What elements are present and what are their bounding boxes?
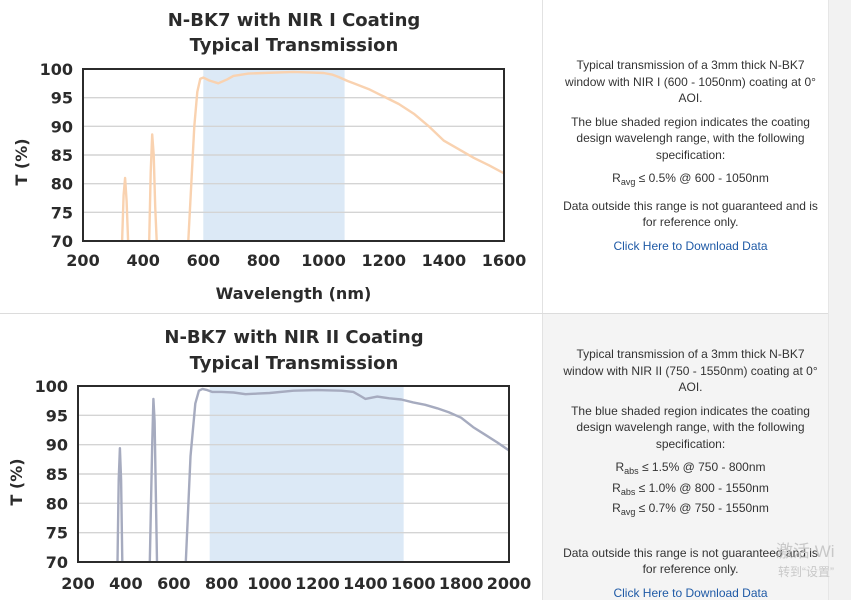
y-tick-label: 70 <box>46 553 68 572</box>
chart-row-2: N-BK7 with NIR II Coating Typical Transmi… <box>0 314 851 600</box>
y-tick-label: 95 <box>46 406 68 425</box>
download-data-link[interactable]: Click Here to Download Data <box>557 238 824 255</box>
x-tick-label: 400 <box>126 251 159 270</box>
spec-line: Ravg ≤ 0.7% @ 750 - 1550nm <box>557 500 824 521</box>
disclaimer: Data outside this range is not guarantee… <box>557 545 824 578</box>
y-tick-label: 85 <box>46 465 68 484</box>
y-tick-label: 100 <box>35 377 68 396</box>
chart-description: Typical transmission of a 3mm thick N-BK… <box>557 346 824 396</box>
y-tick-label: 90 <box>51 117 73 136</box>
x-tick-label: 800 <box>205 574 238 593</box>
y-tick-label: 90 <box>46 436 68 455</box>
spec-line: Ravg ≤ 0.5% @ 600 - 1050nm <box>557 170 824 191</box>
x-tick-label: 600 <box>157 574 190 593</box>
y-axis-label: T (%) <box>7 458 26 505</box>
shade-note: The blue shaded region indicates the coa… <box>557 114 824 164</box>
shade-note: The blue shaded region indicates the coa… <box>557 403 824 453</box>
chart-title-line-2: Typical Transmission <box>190 353 399 374</box>
x-tick-label: 1000 <box>301 251 346 270</box>
download-data-link[interactable]: Click Here to Download Data <box>557 585 824 601</box>
chart-title-line-1: N-BK7 with NIR I Coating <box>168 10 421 31</box>
x-tick-label: 200 <box>61 574 94 593</box>
transmission-series-line <box>118 448 123 562</box>
y-tick-label: 75 <box>51 203 73 222</box>
right-edge-strip <box>828 0 851 600</box>
chart-panel-2: N-BK7 with NIR II Coating Typical Transmi… <box>0 314 542 600</box>
x-tick-label: 400 <box>109 574 142 593</box>
chart-row-1: N-BK7 with NIR I Coating Typical Transmis… <box>0 0 851 314</box>
y-tick-label: 85 <box>51 146 73 165</box>
x-tick-label: 1200 <box>361 251 406 270</box>
x-tick-label: 800 <box>247 251 280 270</box>
spec-line: Rabs ≤ 1.5% @ 750 - 800nm <box>557 459 824 480</box>
y-tick-label: 70 <box>51 232 73 251</box>
chart-description: Typical transmission of a 3mm thick N-BK… <box>557 57 824 107</box>
transmission-series-line <box>150 399 157 562</box>
chart-title-line-2: Typical Transmission <box>190 35 399 56</box>
x-tick-label: 1600 <box>391 574 436 593</box>
transmission-series-line <box>122 178 128 241</box>
y-tick-label: 95 <box>51 89 73 108</box>
y-tick-label: 100 <box>40 60 73 79</box>
disclaimer: Data outside this range is not guarantee… <box>557 198 824 231</box>
chart-panel-1: N-BK7 with NIR I Coating Typical Transmis… <box>0 0 542 314</box>
transmission-chart-nir-i: N-BK7 with NIR I Coating Typical Transmis… <box>0 0 542 314</box>
x-tick-label: 200 <box>66 251 99 270</box>
y-tick-label: 80 <box>51 175 73 194</box>
info-panel-1: Typical transmission of a 3mm thick N-BK… <box>542 0 828 314</box>
x-tick-label: 600 <box>187 251 220 270</box>
x-tick-label: 2000 <box>487 574 532 593</box>
x-tick-label: 1200 <box>295 574 340 593</box>
transmission-series-line <box>149 134 157 241</box>
chart-title-line-1: N-BK7 with NIR II Coating <box>164 327 423 348</box>
spec-line: Rabs ≤ 1.0% @ 800 - 1550nm <box>557 480 824 501</box>
y-tick-label: 80 <box>46 494 68 513</box>
x-tick-label: 1000 <box>247 574 292 593</box>
info-panel-2: Typical transmission of a 3mm thick N-BK… <box>542 314 828 600</box>
x-tick-label: 1800 <box>439 574 484 593</box>
x-axis-label: Wavelength (nm) <box>216 284 372 303</box>
x-tick-label: 1400 <box>343 574 388 593</box>
x-tick-label: 1600 <box>482 251 527 270</box>
y-axis-label: T (%) <box>12 138 31 185</box>
y-tick-label: 75 <box>46 524 68 543</box>
transmission-chart-nir-ii: N-BK7 with NIR II Coating Typical Transmi… <box>0 314 542 600</box>
spec-list: Ravg ≤ 0.5% @ 600 - 1050nm <box>557 170 824 191</box>
x-tick-label: 1400 <box>422 251 467 270</box>
info-content-2: Typical transmission of a 3mm thick N-BK… <box>557 346 824 601</box>
info-content-1: Typical transmission of a 3mm thick N-BK… <box>557 57 824 254</box>
